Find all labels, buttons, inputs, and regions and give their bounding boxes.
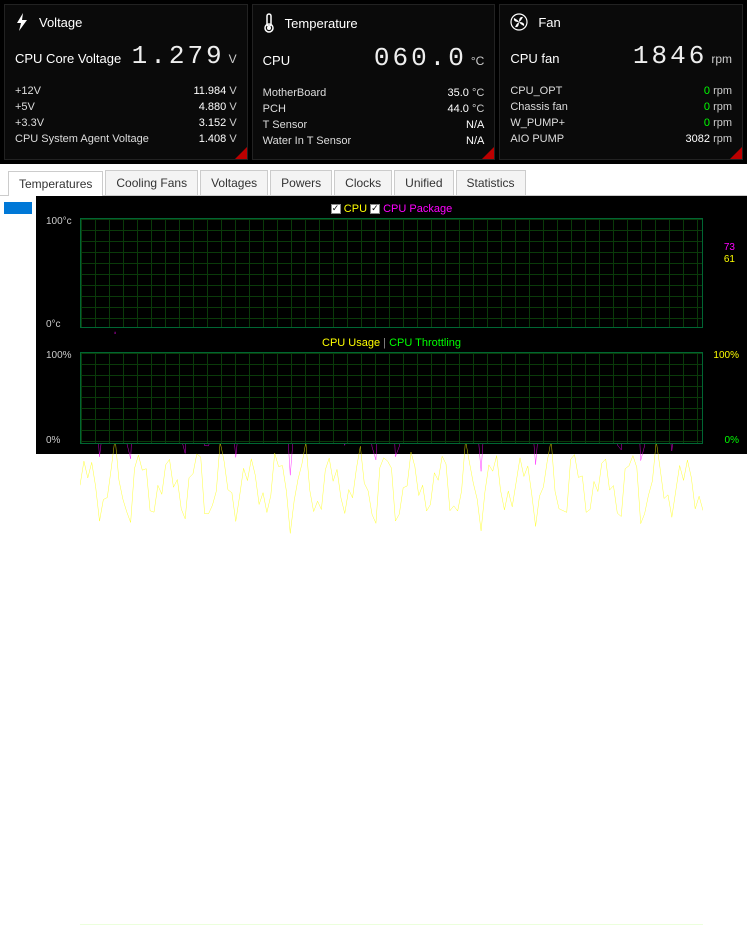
row-label: W_PUMP+: [510, 117, 565, 129]
thermometer-icon: [263, 13, 275, 33]
row-value: 0 rpm: [704, 101, 732, 113]
voltage-main-label: CPU Core Voltage: [15, 51, 121, 66]
row-value: N/A: [466, 135, 484, 147]
fan-main-label: CPU fan: [510, 51, 559, 66]
row-label: +5V: [15, 101, 35, 113]
temperature-chart: CPU CPU Package 100°c 0°c 7361: [40, 200, 743, 328]
row-value: 44.0 °C: [448, 103, 485, 115]
panel-row: AIO PUMP 3082 rpm: [510, 131, 732, 147]
bolt-icon: [15, 13, 29, 31]
row-value: 0 rpm: [704, 117, 732, 129]
y-axis-bottom: 0%: [46, 435, 60, 446]
row-value: 35.0 °C: [448, 87, 485, 99]
panel-corner-icon[interactable]: [235, 147, 247, 159]
row-label: Water In T Sensor: [263, 135, 351, 147]
y-axis-bottom: 0°c: [46, 319, 61, 330]
legend-label: CPU: [344, 203, 367, 215]
tab-temperatures[interactable]: Temperatures: [8, 171, 103, 196]
tab-cooling-fans[interactable]: Cooling Fans: [105, 170, 198, 195]
panel-row: PCH 44.0 °C: [263, 101, 485, 117]
panel-row: +3.3V 3.152 V: [15, 115, 237, 131]
tab-powers[interactable]: Powers: [270, 170, 332, 195]
tab-bar: TemperaturesCooling FansVoltagesPowersCl…: [0, 170, 747, 196]
y-axis-bottom-right: 0%: [725, 435, 739, 446]
row-value: 3.152 V: [199, 117, 237, 129]
tab-clocks[interactable]: Clocks: [334, 170, 392, 195]
y-axis-top-right: 100%: [713, 350, 739, 361]
panel-row: +12V 11.984 V: [15, 83, 237, 99]
row-value: 3082 rpm: [686, 133, 732, 145]
row-value: 0 rpm: [704, 85, 732, 97]
cpu-usage-chart: CPU Usage | CPU Throttling 100% 0% 100% …: [40, 334, 743, 444]
chart-legend: CPU CPU Package: [40, 200, 743, 218]
legend-label: CPU Usage: [322, 337, 380, 349]
panel-row: CPU_OPT 0 rpm: [510, 83, 732, 99]
voltage-title: Voltage: [39, 15, 82, 30]
temperature-title: Temperature: [285, 16, 358, 31]
panel-row: W_PUMP+ 0 rpm: [510, 115, 732, 131]
row-value: 11.984 V: [193, 85, 236, 97]
chart-legend: CPU Usage | CPU Throttling: [40, 334, 743, 352]
row-label: MotherBoard: [263, 87, 327, 99]
tab-unified[interactable]: Unified: [394, 170, 453, 195]
y-axis-top: 100°c: [46, 216, 72, 227]
trace-end-value: 73: [724, 242, 735, 253]
panel-row: MotherBoard 35.0 °C: [263, 85, 485, 101]
fan-icon: [510, 13, 528, 31]
fan-main-value: 1846: [633, 41, 707, 71]
row-label: CPU System Agent Voltage: [15, 133, 149, 145]
row-label: +3.3V: [15, 117, 44, 129]
voltage-main-value: 1.279: [132, 41, 225, 71]
row-label: Chassis fan: [510, 101, 567, 113]
row-label: T Sensor: [263, 119, 307, 131]
legend-checkbox[interactable]: [370, 204, 380, 214]
row-label: PCH: [263, 103, 286, 115]
panel-row: Water In T Sensor N/A: [263, 133, 485, 149]
temperature-panel: Temperature CPU 060.0 °C MotherBoard 35.0 …: [252, 4, 496, 160]
chart-sidebar: [0, 196, 36, 454]
sidebar-chip[interactable]: [4, 202, 32, 214]
row-value: 1.408 V: [199, 133, 237, 145]
row-label: CPU_OPT: [510, 85, 562, 97]
top-panels: Voltage CPU Core Voltage 1.279 V +12V 11.9…: [0, 0, 747, 164]
panel-row: Chassis fan 0 rpm: [510, 99, 732, 115]
panel-corner-icon[interactable]: [730, 147, 742, 159]
panel-row: T Sensor N/A: [263, 117, 485, 133]
tab-voltages[interactable]: Voltages: [200, 170, 268, 195]
legend-label: CPU Package: [383, 203, 452, 215]
voltage-main-unit: V: [229, 52, 237, 66]
fan-panel: Fan CPU fan 1846rpm CPU_OPT0 rpmChassis …: [499, 4, 743, 160]
row-label: +12V: [15, 85, 41, 97]
fan-title: Fan: [538, 15, 560, 30]
tab-statistics[interactable]: Statistics: [456, 170, 526, 195]
chart-traces: [80, 352, 703, 925]
panel-corner-icon[interactable]: [482, 147, 494, 159]
row-label: AIO PUMP: [510, 133, 564, 145]
panel-row: +5V 4.880 V: [15, 99, 237, 115]
panel-row: CPU System Agent Voltage 1.408 V: [15, 131, 237, 147]
legend-checkbox[interactable]: [331, 204, 341, 214]
temperature-main-value: 060.0: [374, 43, 467, 73]
legend-label: CPU Throttling: [389, 337, 461, 349]
row-value: N/A: [466, 119, 484, 131]
voltage-panel: Voltage CPU Core Voltage 1.279 V +12V 11.9…: [4, 4, 248, 160]
temperature-main-label: CPU: [263, 53, 290, 68]
temperature-main-unit: °C: [471, 54, 484, 68]
lower-section: TemperaturesCooling FansVoltagesPowersCl…: [0, 164, 747, 454]
fan-main-unit: rpm: [711, 52, 732, 66]
row-value: 4.880 V: [199, 101, 237, 113]
trace-end-value: 61: [724, 254, 735, 265]
y-axis-top: 100%: [46, 350, 72, 361]
